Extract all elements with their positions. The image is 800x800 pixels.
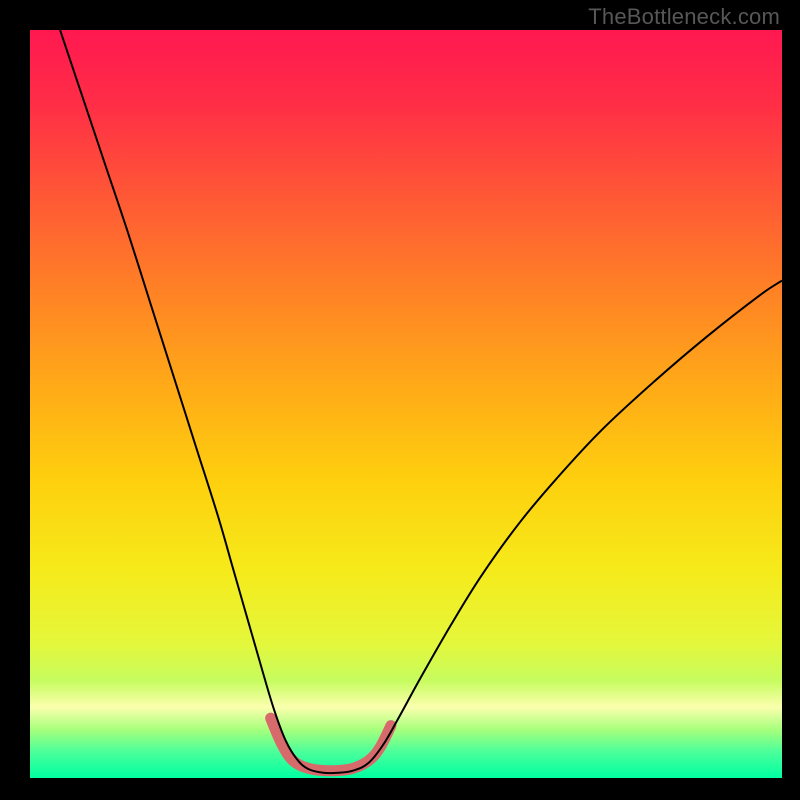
bottleneck-curve (60, 30, 782, 773)
plot-area (30, 30, 782, 778)
chart-svg (30, 30, 782, 778)
border-bottom (0, 778, 800, 800)
border-left (0, 0, 30, 800)
watermark-text: TheBottleneck.com (588, 4, 780, 30)
border-right (782, 0, 800, 800)
